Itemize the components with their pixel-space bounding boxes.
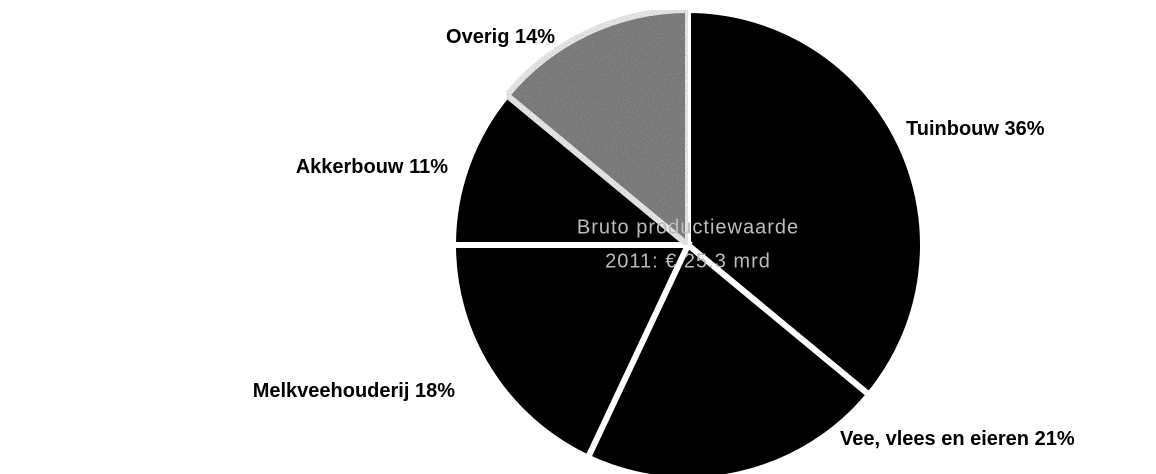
slice-label: Melkveehouderij 18% [253, 380, 456, 402]
center-annotation: Bruto productiewaarde [577, 216, 799, 238]
category-name: Overig [446, 26, 509, 48]
slice-label: Tuinbouw 36% [906, 118, 1045, 140]
pie-slice [449, 242, 693, 462]
category-name: Vee, vlees en eieren [840, 428, 1029, 450]
value-label: 18% [415, 380, 455, 402]
pie-slice [502, 6, 691, 252]
slice-label: Overig 14% [446, 26, 555, 48]
pie-slice [449, 90, 697, 248]
value-label: 14% [515, 26, 555, 48]
category-name: Melkveehouderij [253, 380, 410, 402]
value-label: 36% [1005, 118, 1045, 140]
labels: Tuinbouw 36% Vee, vlees en eieren 21% Melk… [253, 26, 1075, 450]
pie-slice [583, 240, 874, 474]
value-label: 21% [1035, 428, 1075, 450]
pie [449, 6, 926, 474]
category-name: Akkerbouw [296, 156, 404, 178]
slice-label: Vee, vlees en eieren 21% [840, 428, 1075, 450]
category-name: Tuinbouw [906, 118, 999, 140]
center-annotation: 2011: € 25.3 mrd [605, 250, 771, 272]
pie-slice [685, 6, 926, 400]
slice-label: Akkerbouw 11% [296, 156, 449, 178]
value-label: 11% [409, 156, 448, 178]
